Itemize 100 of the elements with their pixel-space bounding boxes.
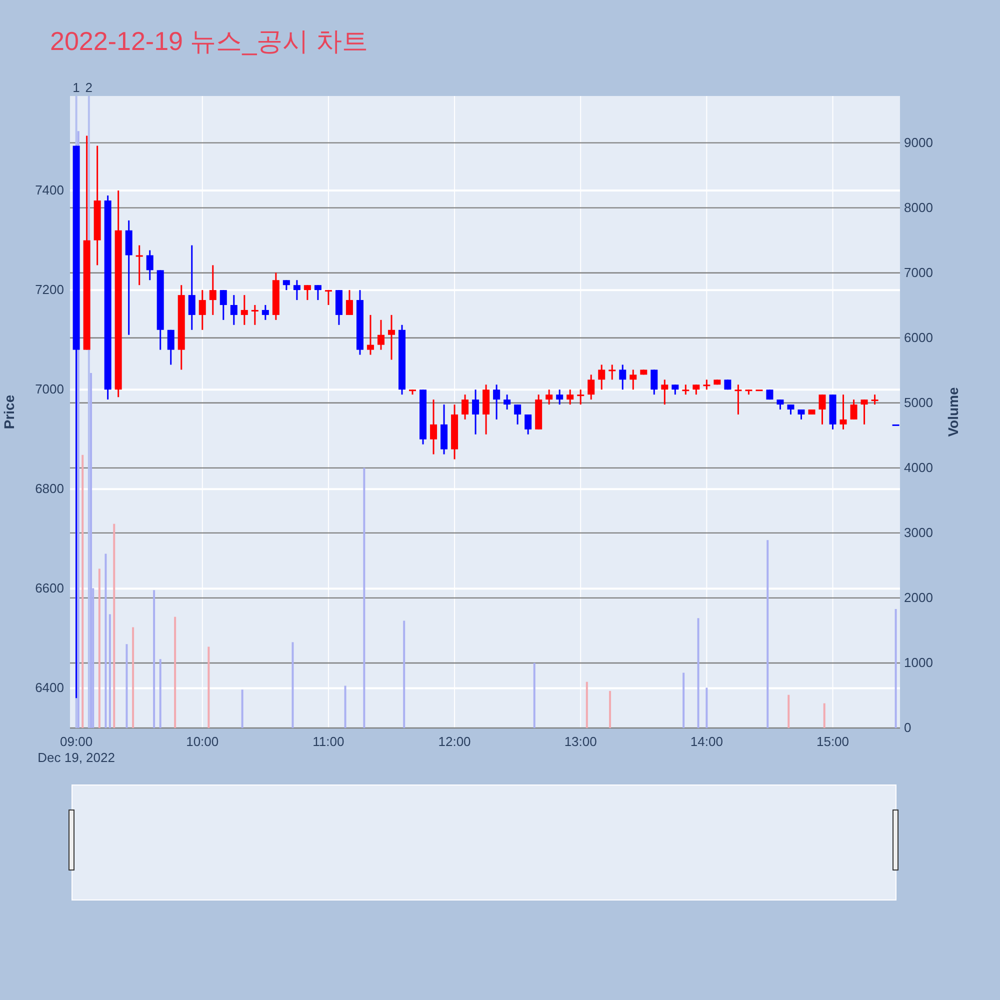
y-tick-label: 7200 — [35, 282, 64, 298]
bar — [682, 672, 685, 728]
ref-line-label: 2 — [85, 80, 93, 95]
candlestick — [672, 384, 679, 396]
bar — [132, 627, 134, 728]
y-tick-label: 6400 — [35, 680, 64, 696]
candlestick — [734, 384, 742, 416]
candlestick — [388, 314, 395, 360]
bar — [153, 590, 156, 728]
candlestick — [167, 329, 174, 366]
chart-title: 2022-12-19 뉴스_공시 차트 — [50, 26, 368, 56]
bar — [113, 524, 116, 728]
candlestick — [703, 378, 710, 390]
y-tick-label: 7000 — [35, 382, 64, 397]
candlestick — [630, 368, 637, 390]
candlestick — [504, 394, 511, 410]
candlestick — [661, 378, 668, 406]
candlestick — [514, 404, 522, 426]
candlestick — [282, 279, 290, 291]
y2-tick-label: 2000 — [904, 590, 933, 605]
bar — [292, 642, 294, 728]
bar — [766, 540, 769, 728]
candlestick — [546, 388, 553, 406]
bar — [586, 682, 588, 728]
candlestick — [787, 404, 794, 416]
bar — [174, 616, 176, 728]
candlestick — [324, 289, 332, 306]
candlestick — [262, 304, 269, 321]
candlestick — [776, 398, 784, 410]
candlestick — [430, 398, 438, 456]
candlestick — [588, 374, 595, 400]
candlestick — [230, 294, 238, 326]
bar — [533, 662, 536, 728]
candlestick — [608, 364, 616, 380]
bar — [823, 703, 826, 728]
bar — [403, 620, 406, 728]
candlestick — [293, 279, 300, 301]
bar — [706, 688, 708, 728]
candlestick — [598, 364, 606, 390]
candlestick — [524, 414, 532, 436]
y2-tick-label: 6000 — [904, 330, 933, 345]
y2-tick-label: 5000 — [904, 394, 933, 410]
bar — [98, 568, 100, 728]
candlestick — [462, 394, 469, 420]
x-tick-label: 14:00 — [690, 734, 723, 749]
candlestick — [188, 244, 196, 331]
candlestick — [692, 384, 700, 396]
bar — [108, 614, 111, 728]
text: Dec 19, 2022 — [38, 750, 115, 765]
bar — [159, 659, 162, 728]
candlestick — [209, 264, 216, 316]
bar — [82, 454, 84, 728]
bar — [104, 554, 107, 728]
y-tick-label: 6600 — [35, 580, 64, 596]
bar — [241, 690, 244, 728]
candlestick — [556, 388, 564, 406]
y2-tick-label: 3000 — [904, 524, 933, 540]
candlestick — [798, 408, 805, 420]
y2-tick-label: 0 — [904, 720, 912, 735]
x-tick-label: 10:00 — [186, 734, 219, 749]
x-tick-label: 11:00 — [312, 734, 344, 749]
candlestick — [220, 289, 227, 321]
candlestick — [860, 398, 868, 426]
y-tick-label: 6800 — [35, 481, 64, 496]
candlestick — [314, 284, 322, 301]
bar — [90, 372, 92, 728]
bar — [363, 468, 366, 728]
candlestick — [566, 388, 574, 406]
candlestick — [682, 384, 690, 396]
bar — [344, 686, 346, 728]
candlestick — [240, 294, 248, 326]
bar — [788, 694, 790, 728]
candlestick — [619, 364, 626, 390]
candlestick — [493, 384, 500, 420]
candlestick — [198, 289, 206, 331]
candlestick — [251, 304, 258, 326]
bar — [697, 618, 700, 728]
y-tick-label: 7400 — [35, 182, 64, 198]
candlestick — [377, 319, 384, 351]
y2-tick-label: 4000 — [904, 460, 933, 475]
bar — [609, 690, 612, 728]
x-tick-label: 15:00 — [816, 734, 850, 749]
y2-tick-label: 7000 — [904, 264, 933, 280]
candlestick — [146, 250, 154, 281]
ref-line-label: 1 — [72, 80, 80, 95]
y2-axis-title: Volume — [945, 387, 961, 437]
candlestick — [346, 289, 353, 316]
candlestick — [850, 398, 858, 420]
bar — [126, 644, 128, 728]
candlestick — [840, 394, 847, 430]
bar — [208, 646, 210, 728]
candlestick — [472, 388, 480, 436]
y2-tick-label: 9000 — [904, 134, 933, 150]
y2-tick-label: 1000 — [904, 654, 933, 670]
candlestick — [577, 388, 584, 406]
candlestick — [366, 314, 374, 356]
y-axis-title: Price — [1, 394, 17, 430]
bar — [894, 609, 897, 728]
x-tick-label: 13:00 — [564, 734, 597, 749]
candlestick — [871, 394, 878, 406]
